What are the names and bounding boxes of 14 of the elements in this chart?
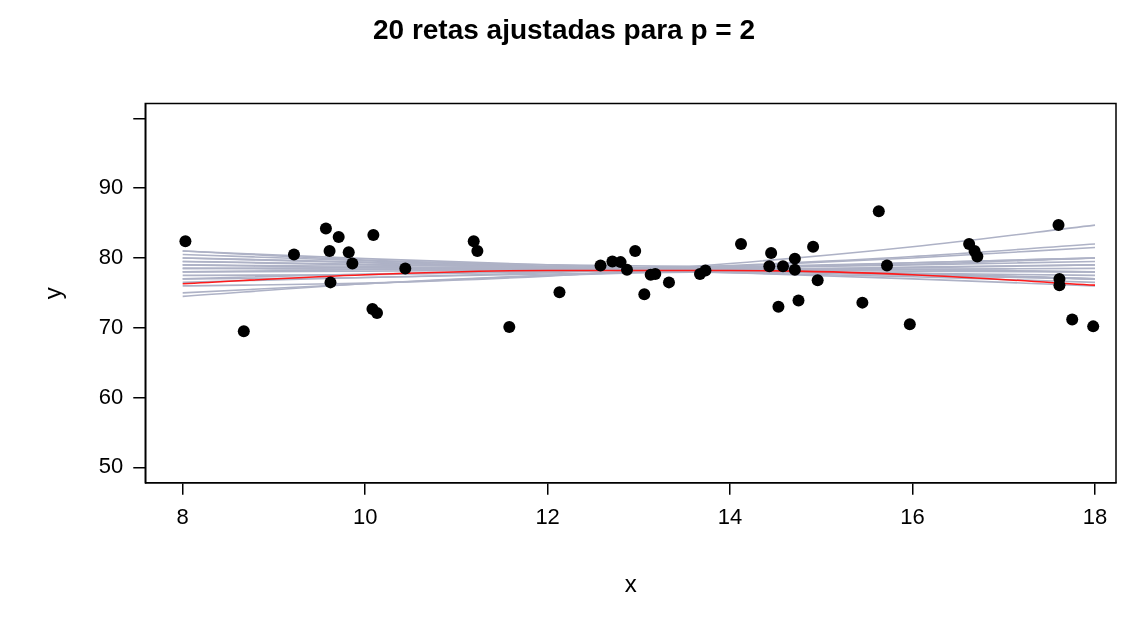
y-tick-label: 90 — [98, 174, 124, 200]
y-tick-label: 50 — [98, 453, 124, 479]
y-tick-label: 70 — [98, 313, 124, 339]
y-tick-label: 60 — [98, 383, 124, 409]
x-tick-label: 10 — [352, 504, 378, 530]
y-axis-title: y — [39, 287, 67, 300]
y-tick-label: 80 — [98, 244, 124, 269]
x-tick-label: 8 — [176, 504, 189, 530]
x-tick-label: 12 — [535, 504, 560, 530]
x-tick-label: 14 — [717, 504, 743, 530]
x-tick-label: 16 — [900, 504, 925, 530]
chart-title: 20 retas ajustadas para p = 2 — [372, 13, 756, 45]
x-axis-title: x — [624, 570, 637, 598]
x-tick-label: 18 — [1082, 504, 1108, 530]
